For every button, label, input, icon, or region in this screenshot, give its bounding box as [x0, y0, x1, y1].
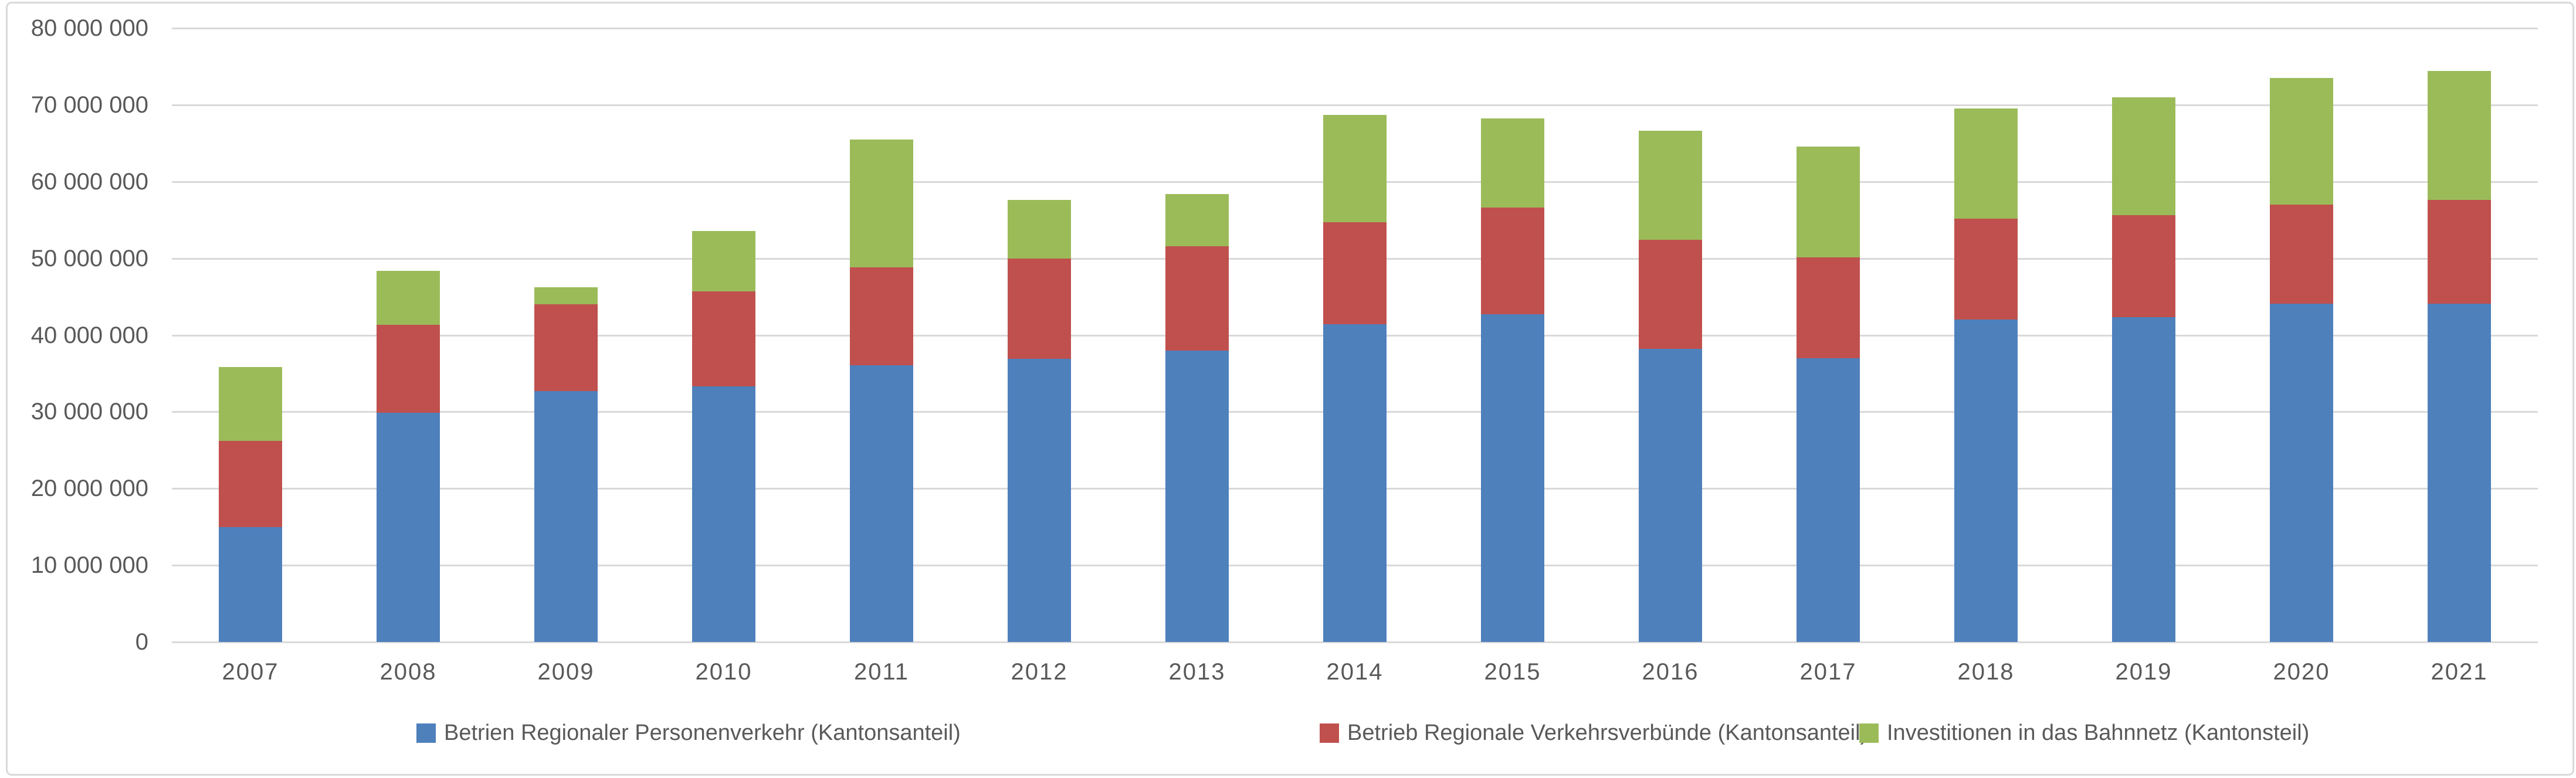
- legend-swatch-blue-icon: [416, 723, 436, 743]
- legend-label: Betrien Regionaler Personenverkehr (Kant…: [444, 720, 961, 745]
- bar-2019-betrieb-verkehrsverbuende: [2112, 215, 2175, 318]
- x-axis-tick-label-2011: 2011: [853, 659, 909, 685]
- bar-2007-betrieb-verkehrsverbuende: [219, 441, 282, 527]
- bar-2021-betrieb-verkehrsverbuende: [2428, 200, 2491, 304]
- legend: Betrien Regionaler Personenverkehr (Kant…: [0, 718, 2576, 753]
- y-axis-tick-label: 20 000 000: [30, 475, 148, 502]
- bar-2019-betrieb-rpv: [2112, 317, 2175, 642]
- x-axis-tick-label-2008: 2008: [379, 659, 437, 685]
- bar-2020-betrieb-verkehrsverbuende: [2270, 205, 2333, 304]
- legend-label: Betrieb Regionale Verkehrsverbünde (Kant…: [1347, 720, 1868, 745]
- bar-2015-betrieb-rpv: [1481, 314, 1544, 642]
- bar-2018-investitionen-bahnnetz: [1954, 108, 2018, 219]
- bar-2011-betrieb-rpv: [850, 365, 913, 642]
- y-axis-tick-label: 10 000 000: [30, 552, 148, 579]
- x-axis-tick-label-2009: 2009: [537, 659, 595, 685]
- bar-2008-investitionen-bahnnetz: [377, 270, 440, 325]
- legend-swatch-green-icon: [1859, 723, 1879, 743]
- bar-2014-investitionen-bahnnetz: [1323, 114, 1387, 223]
- bar-2014-betrieb-verkehrsverbuende: [1323, 222, 1387, 325]
- x-axis-tick-label-2017: 2017: [1799, 659, 1857, 685]
- y-axis-tick-label: 0: [135, 629, 148, 655]
- bar-2009-betrieb-rpv: [534, 391, 598, 642]
- bar-2008-betrieb-verkehrsverbuende: [377, 325, 440, 413]
- bar-2017-betrieb-rpv: [1797, 358, 1860, 642]
- bar-2017-investitionen-bahnnetz: [1797, 146, 1860, 258]
- bar-2016-investitionen-bahnnetz: [1639, 131, 1702, 240]
- bar-2010-betrieb-rpv: [692, 386, 755, 642]
- bar-2011-betrieb-verkehrsverbuende: [850, 267, 913, 365]
- y-axis-tick-label: 30 000 000: [30, 399, 148, 425]
- bar-2015-investitionen-bahnnetz: [1481, 118, 1544, 208]
- bar-2016-betrieb-verkehrsverbuende: [1639, 240, 1702, 349]
- gridline: [172, 28, 2538, 29]
- bar-2011-investitionen-bahnnetz: [850, 139, 913, 268]
- x-axis-tick-label-2010: 2010: [695, 659, 753, 685]
- gridline: [172, 641, 2538, 643]
- bar-2012-betrieb-rpv: [1008, 359, 1071, 642]
- bar-2012-betrieb-verkehrsverbuende: [1008, 258, 1071, 359]
- y-axis-tick-label: 60 000 000: [30, 168, 148, 195]
- bar-2020-investitionen-bahnnetz: [2270, 78, 2333, 205]
- bar-2018-betrieb-verkehrsverbuende: [1954, 218, 2018, 320]
- legend-label: Investitionen in das Bahnnetz (Kantonste…: [1887, 720, 2310, 745]
- bar-2018-betrieb-rpv: [1954, 320, 2018, 642]
- x-axis-tick-label-2019: 2019: [2115, 659, 2172, 685]
- bar-2017-betrieb-verkehrsverbuende: [1797, 257, 1860, 358]
- y-axis-tick-label: 80 000 000: [30, 15, 148, 41]
- x-axis-tick-label-2014: 2014: [1326, 659, 1384, 685]
- x-axis-tick-label-2020: 2020: [2273, 659, 2330, 685]
- x-axis-tick-label-2015: 2015: [1484, 659, 1541, 685]
- bar-2009-investitionen-bahnnetz: [534, 287, 598, 305]
- bar-2013-betrieb-rpv: [1165, 350, 1229, 642]
- legend-item-betrieb-rpv: Betrien Regionaler Personenverkehr (Kant…: [416, 718, 961, 748]
- x-axis-tick-label-2007: 2007: [222, 659, 279, 685]
- bar-2010-investitionen-bahnnetz: [692, 230, 755, 291]
- x-axis-tick-label-2018: 2018: [1957, 659, 2015, 685]
- bar-2021-betrieb-rpv: [2428, 303, 2491, 642]
- y-axis-tick-label: 50 000 000: [30, 245, 148, 271]
- bar-2009-betrieb-verkehrsverbuende: [534, 304, 598, 392]
- y-axis-tick-label: 70 000 000: [30, 91, 148, 118]
- bar-2013-investitionen-bahnnetz: [1165, 193, 1229, 246]
- bar-2008-betrieb-rpv: [377, 412, 440, 642]
- bar-2010-betrieb-verkehrsverbuende: [692, 291, 755, 387]
- bar-2021-investitionen-bahnnetz: [2428, 71, 2491, 201]
- bar-2016-betrieb-rpv: [1639, 349, 1702, 642]
- bar-2015-betrieb-verkehrsverbuende: [1481, 208, 1544, 315]
- bar-2012-investitionen-bahnnetz: [1008, 200, 1071, 259]
- x-axis-tick-label-2016: 2016: [1642, 659, 1699, 685]
- bar-2019-investitionen-bahnnetz: [2112, 97, 2175, 216]
- y-axis-tick-label: 40 000 000: [30, 322, 148, 348]
- gridline: [172, 104, 2538, 106]
- bar-2020-betrieb-rpv: [2270, 303, 2333, 642]
- bar-2014-betrieb-rpv: [1323, 324, 1387, 642]
- legend-swatch-red-icon: [1320, 723, 1339, 743]
- bar-2007-investitionen-bahnnetz: [219, 367, 282, 441]
- x-axis-tick-label-2012: 2012: [1011, 659, 1068, 685]
- x-axis-tick-label-2013: 2013: [1168, 659, 1226, 685]
- x-axis-tick-label-2021: 2021: [2431, 659, 2488, 685]
- legend-item-investitionen-bahnnetz: Investitionen in das Bahnnetz (Kantonste…: [1859, 718, 2309, 748]
- legend-item-betrieb-verkehrsverbuende: Betrieb Regionale Verkehrsverbünde (Kant…: [1320, 718, 1867, 748]
- bar-2007-betrieb-rpv: [219, 526, 282, 642]
- bar-2013-betrieb-verkehrsverbuende: [1165, 246, 1229, 351]
